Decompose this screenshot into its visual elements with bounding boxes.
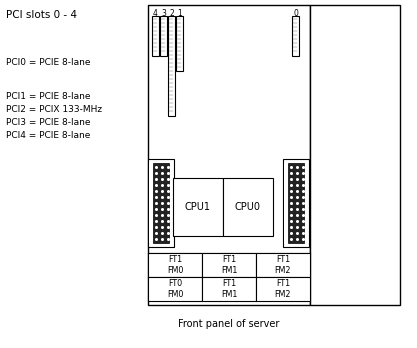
Text: 2: 2 — [169, 9, 174, 18]
Text: PCI3 = PCIE 8-lane: PCI3 = PCIE 8-lane — [6, 118, 90, 127]
Text: PCI4 = PCIE 8-lane: PCI4 = PCIE 8-lane — [6, 131, 90, 140]
Bar — [202, 277, 256, 301]
Text: PCI0 = PCIE 8-lane: PCI0 = PCIE 8-lane — [6, 58, 90, 67]
Bar — [148, 5, 310, 305]
Bar — [168, 16, 175, 116]
Bar — [292, 16, 299, 56]
Text: 4: 4 — [153, 9, 158, 18]
Bar — [148, 159, 174, 247]
Bar — [148, 253, 202, 277]
Text: FT1
FM1: FT1 FM1 — [221, 279, 237, 299]
Text: FT1
FM0: FT1 FM0 — [167, 255, 183, 275]
Bar — [284, 163, 288, 243]
Text: 3: 3 — [161, 9, 166, 18]
Bar — [160, 16, 167, 56]
Bar — [153, 163, 169, 243]
Text: CPU1: CPU1 — [185, 202, 211, 212]
Bar — [149, 163, 153, 243]
Text: 1: 1 — [177, 9, 182, 18]
Bar — [310, 5, 400, 305]
Bar — [256, 277, 310, 301]
Bar — [176, 16, 183, 71]
Bar — [302, 163, 306, 243]
Bar — [202, 253, 256, 277]
Text: 0: 0 — [293, 9, 298, 18]
Text: CPU0: CPU0 — [235, 202, 261, 212]
Bar — [167, 163, 171, 243]
Text: FT1
FM2: FT1 FM2 — [275, 255, 291, 275]
Bar — [223, 178, 273, 236]
Text: FT1
FM1: FT1 FM1 — [221, 255, 237, 275]
Text: PCI1 = PCIE 8-lane: PCI1 = PCIE 8-lane — [6, 92, 90, 101]
Text: Front panel of server: Front panel of server — [178, 319, 280, 329]
Text: FT1
FM2: FT1 FM2 — [275, 279, 291, 299]
Bar — [152, 16, 159, 56]
Bar — [173, 178, 223, 236]
Text: PCI2 = PCIX 133-MHz: PCI2 = PCIX 133-MHz — [6, 105, 102, 114]
Bar — [148, 277, 202, 301]
Text: PCI slots 0 - 4: PCI slots 0 - 4 — [6, 10, 77, 20]
Text: FT0
FM0: FT0 FM0 — [167, 279, 183, 299]
Bar — [256, 253, 310, 277]
Bar — [288, 163, 304, 243]
Bar — [283, 159, 309, 247]
